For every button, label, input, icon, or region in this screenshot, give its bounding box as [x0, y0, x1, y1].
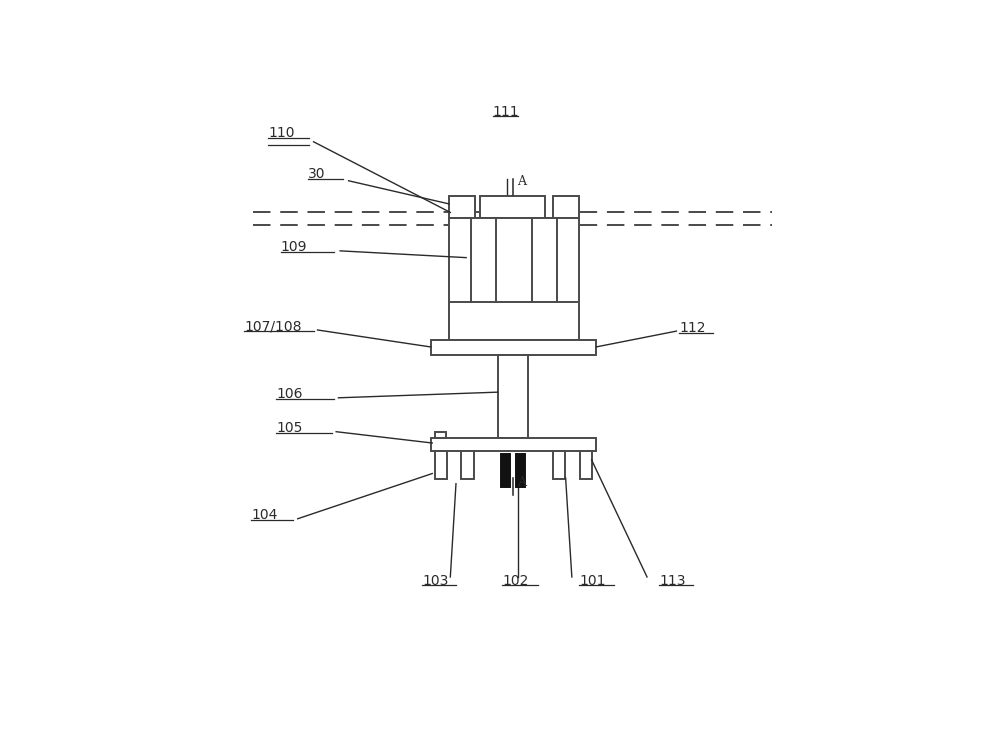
Text: 30: 30	[308, 167, 325, 181]
Text: 106: 106	[276, 388, 303, 401]
Text: 104: 104	[251, 509, 278, 523]
Text: 111: 111	[493, 105, 519, 119]
Bar	[431, 340, 596, 355]
Bar	[471, 217, 496, 302]
Bar	[449, 217, 579, 340]
Bar	[532, 217, 557, 302]
Bar	[516, 454, 525, 487]
Text: A: A	[517, 476, 526, 489]
Bar	[435, 451, 447, 479]
Bar	[580, 451, 592, 479]
Bar	[480, 196, 545, 217]
Text: 113: 113	[659, 574, 686, 588]
Bar	[431, 438, 596, 451]
Text: 102: 102	[502, 574, 529, 588]
Bar	[461, 451, 474, 479]
Text: 109: 109	[281, 241, 307, 255]
Text: 110: 110	[268, 126, 295, 140]
Bar	[553, 451, 565, 479]
Text: 107/108: 107/108	[244, 319, 302, 333]
Bar	[449, 196, 475, 217]
Bar	[498, 355, 528, 438]
Text: 112: 112	[679, 321, 706, 335]
Text: 101: 101	[579, 574, 606, 588]
Bar	[435, 432, 446, 438]
Text: 103: 103	[422, 574, 448, 588]
Text: 105: 105	[276, 421, 303, 435]
Bar	[501, 454, 510, 487]
Text: A: A	[517, 175, 526, 188]
Bar	[553, 196, 579, 217]
